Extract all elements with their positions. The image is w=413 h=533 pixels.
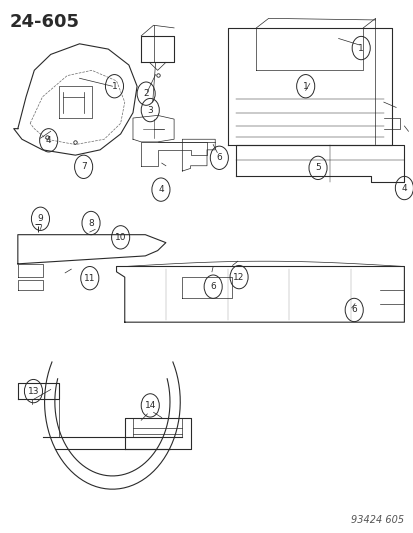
Text: 9: 9 xyxy=(38,214,43,223)
Text: 24-605: 24-605 xyxy=(9,13,79,31)
Text: 12: 12 xyxy=(233,272,244,281)
Text: 2: 2 xyxy=(143,89,149,98)
Text: 1: 1 xyxy=(302,82,308,91)
Text: 4: 4 xyxy=(46,136,51,145)
Text: 14: 14 xyxy=(144,401,156,410)
Text: 6: 6 xyxy=(351,305,356,314)
Text: 11: 11 xyxy=(84,273,95,282)
Text: 7: 7 xyxy=(81,163,86,171)
Text: 6: 6 xyxy=(216,154,222,163)
Text: 13: 13 xyxy=(28,386,39,395)
Text: 3: 3 xyxy=(147,106,153,115)
Text: 6: 6 xyxy=(210,282,216,291)
Text: 4: 4 xyxy=(401,183,406,192)
Text: 1: 1 xyxy=(358,44,363,53)
Text: 5: 5 xyxy=(314,164,320,172)
Text: 93424 605: 93424 605 xyxy=(350,515,404,525)
Text: 10: 10 xyxy=(115,233,126,242)
Text: 1: 1 xyxy=(112,82,117,91)
Text: 8: 8 xyxy=(88,219,94,228)
Text: 4: 4 xyxy=(158,185,164,194)
